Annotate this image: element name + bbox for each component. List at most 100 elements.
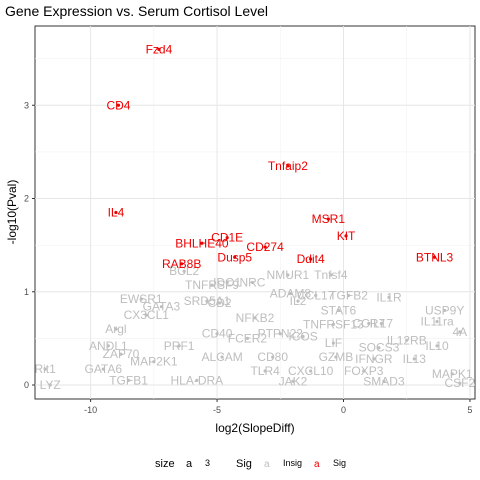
insig-point-ptpn22 — [278, 332, 282, 336]
insig-label-argl: Argl — [105, 322, 126, 336]
insig-label-cd2: CD2 — [208, 296, 232, 310]
plot-panel — [34, 25, 476, 400]
sig-label-tnfaip2: Tnfaip2 — [268, 159, 308, 173]
insig-label-andl1: ANDL1 — [89, 339, 128, 353]
insig-label-ccr7: CCR7 — [352, 316, 385, 330]
sig-point-fzd4 — [157, 47, 161, 51]
sig-point-il4 — [114, 210, 118, 215]
insig-point-icos — [301, 334, 305, 339]
insig-label-cd40: CD40 — [202, 327, 233, 341]
insig-point-nrc — [250, 280, 255, 285]
insig-point-socs3 — [377, 346, 381, 350]
x-tick-label: 0 — [341, 405, 346, 415]
insig-label-ccl17: CCL17 — [297, 288, 335, 302]
insig-label-il10: IL10 — [425, 339, 449, 353]
insig-label-stat6: STAT6 — [321, 303, 357, 317]
insig-label-foxp3: FOXP3 — [344, 364, 384, 378]
insig-point-prf1 — [177, 344, 181, 348]
insig-label-tnfsf4: Tnfsf4 — [314, 268, 348, 282]
sig-point-bhlhe40 — [200, 241, 204, 245]
insig-label-lyz: LYZ — [40, 378, 61, 392]
insig-point-hla-dra — [195, 378, 199, 382]
insig-label-nfkb2: NFKB2 — [236, 311, 275, 325]
sig-label-fzd4: Fzd4 — [146, 42, 173, 56]
insig-point-rit1 — [43, 367, 47, 371]
sig-point-cd1e — [225, 236, 229, 240]
insig-label-jak2: JAK2 — [279, 374, 308, 388]
insig-label-ido1: IDO1 — [213, 275, 241, 289]
insig-point-ccr7 — [367, 321, 371, 326]
insig-point-srd5a1 — [205, 299, 209, 303]
sig-label-cd274: CD274 — [246, 240, 284, 254]
insig-point-cd40 — [215, 332, 219, 336]
insig-label-alcam: ALCAM — [201, 350, 242, 364]
insig-label-lif: LIF — [325, 336, 342, 350]
insig-label-il12rb: IL12RB — [387, 333, 427, 347]
insig-label-layer: BCL2 NMUR1 Tnfsf4TNFRSF9IDO1NRCADAM8CCL17T… — [34, 264, 475, 392]
sig-point-dusp5 — [233, 255, 237, 259]
insig-point-gata3 — [159, 305, 164, 309]
sig-point-cd4 — [116, 103, 121, 107]
x-tick-label: -10 — [84, 405, 97, 415]
insig-label-mapk1: MAPK1 — [432, 367, 473, 381]
insig-point-ccl17 — [314, 293, 318, 298]
y-tick-label: 2 — [24, 194, 29, 204]
insig-point-gata6 — [101, 367, 105, 371]
insig-point-cx3cl1 — [144, 313, 148, 317]
insig-label-icos: ICOS — [288, 330, 317, 344]
insig-label-usp9y: USP9Y — [425, 303, 464, 317]
insig-label-tgfb2: TGFB2 — [329, 288, 368, 302]
insig-label-fcer2: FCER2 — [228, 331, 268, 345]
insig-label-ewsr1: EWSR1 — [120, 292, 163, 306]
insig-point-argl — [114, 327, 118, 331]
insig-label-ifngr: IFNGR — [355, 352, 393, 366]
sig-point-msr1 — [326, 217, 330, 221]
sig-label-bhlhe40: BHLHE40 — [175, 236, 229, 250]
sig-label-btnl3: BTNL3 — [416, 250, 454, 264]
insig-point-foxp3 — [362, 369, 366, 373]
chart-title: Gene Expression vs. Serum Cortisol Level — [5, 3, 268, 19]
insig-point-il13 — [412, 357, 416, 361]
x-tick-label: 5 — [467, 405, 472, 415]
insig-label-prf1: PRF1 — [164, 339, 195, 353]
sig-label-kit: KIT — [337, 229, 356, 243]
insig-point-andl1 — [106, 344, 110, 348]
sig-point-rab8b — [180, 262, 184, 266]
insig-point-il11ra — [435, 320, 439, 324]
axes: -10 -5 0 5 0 1 2 3 — [24, 100, 472, 415]
insig-point-gzmb — [334, 355, 338, 359]
sig-point-layer — [114, 47, 437, 266]
insig-label-tlr4: TLR4 — [250, 364, 280, 378]
insig-point-tnfsf4 — [329, 273, 333, 277]
insig-point-lif — [331, 341, 335, 345]
insig-point-4a — [458, 330, 462, 334]
sig-point-kit — [344, 234, 348, 238]
insig-label-gata3: GATA3 — [143, 300, 181, 314]
insig-point-tgfb2 — [346, 293, 351, 298]
insig-label-gzmb: GZMB — [319, 350, 354, 364]
insig-label-hla-dra: HLA-DRA — [170, 373, 223, 387]
insig-point-cxcl10 — [309, 369, 313, 373]
sig-label-il4: IL4 — [108, 206, 125, 220]
insig-point-fcer2 — [245, 336, 250, 340]
insig-point-il12rb — [405, 338, 409, 342]
insig-label-srd5a1: SRD5A1 — [184, 294, 231, 308]
insig-label-tgfb1: TGFB1 — [109, 373, 148, 387]
insig-point-alcam — [220, 355, 224, 359]
insig-point-nmur1 — [286, 273, 290, 277]
sig-label-msr1: MSR1 — [312, 212, 346, 226]
legend-sig-key: a — [314, 459, 320, 470]
sig-label-cd4: CD4 — [106, 98, 130, 112]
insig-point-lyz — [48, 383, 52, 387]
y-tick-label: 3 — [24, 100, 29, 110]
legend-sig-title: Sig — [236, 458, 252, 470]
insig-point-stat6 — [336, 308, 341, 313]
insig-label-map2k1: MAP2K1 — [130, 355, 178, 369]
legend-size-title: size — [155, 458, 175, 470]
insig-point-tnfrsf13 — [331, 322, 335, 326]
insig-label-il11ra: IL11ra — [420, 315, 453, 329]
sig-point-btnl3 — [432, 255, 437, 259]
sig-point-cd274 — [263, 245, 267, 249]
legend-insig-key: a — [264, 459, 270, 470]
